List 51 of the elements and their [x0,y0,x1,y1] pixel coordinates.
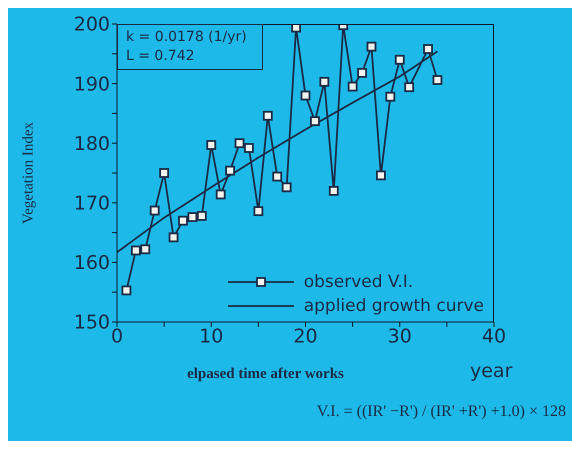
point [159,168,170,178]
point [291,24,301,32]
x-tick-label: 0 [110,325,124,348]
point [432,75,442,85]
point [216,190,226,200]
point [262,110,273,121]
point [423,44,433,54]
y-tick-label: 150 [74,312,110,334]
annotation: L = 0.742 [126,47,196,66]
point [150,206,160,216]
y-tick-label: 190 [74,73,110,96]
x-tick-label: 20 [293,325,318,348]
x-tick-label: 30 [388,325,412,348]
point [244,143,254,153]
point [122,286,132,296]
point [253,206,264,216]
y-axis-title: Vegetation Index [20,121,36,224]
point [168,232,178,242]
point [394,54,405,65]
text: V.I. = ((IR' −R') / (IR' +R') +1.0) × 128 [316,403,566,421]
point [310,116,320,126]
point [272,172,282,182]
point [300,90,310,100]
point [140,244,150,254]
point [319,76,330,87]
point [225,166,235,176]
point [234,138,244,148]
annotation: k = 0.0178 (1/yr) [126,28,248,47]
x-axis-title: elpased time after works [187,366,344,382]
point [357,68,367,78]
y-tick-label: 180 [74,132,110,155]
y-tick-label: 170 [74,192,110,215]
point [348,82,358,92]
point [188,212,198,222]
legend-label: applied growth curve [304,296,484,316]
legend-label: observed V.I. [304,272,414,292]
point [178,216,188,226]
point [206,140,216,150]
point [130,246,141,256]
point [385,92,396,102]
y-tick-label: 160 [74,252,110,274]
point [282,182,292,192]
point [328,186,339,196]
point [404,82,414,92]
text: year [470,360,512,382]
point [376,170,386,180]
x-tick-label: 40 [482,325,506,348]
point [196,211,207,221]
point [366,42,376,52]
y-tick-label: 200 [74,14,110,36]
x-tick-label: 10 [199,325,224,348]
